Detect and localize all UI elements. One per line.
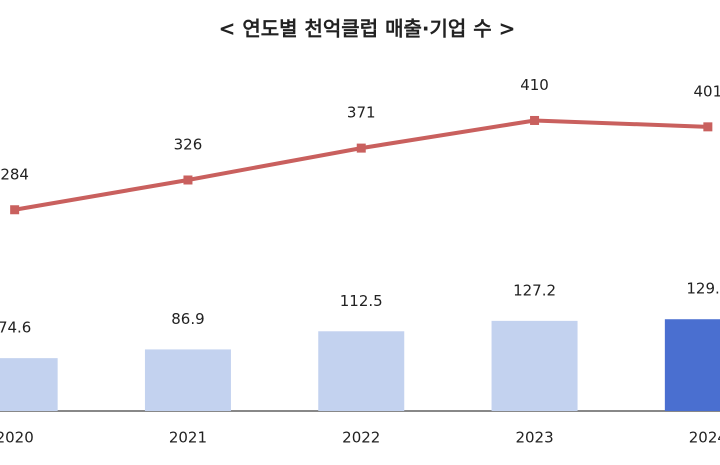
x-tick-label: 2024 [689,429,720,447]
bar [664,319,720,411]
x-tick-label: 2023 [515,429,553,447]
line-value-label: 371 [347,104,376,122]
bar [144,349,231,411]
bar-value-label: 74.6 [0,319,31,337]
line-value-label: 284 [0,165,29,183]
bar-value-label: 127.2 [513,281,556,299]
bar [0,358,58,411]
bar [491,320,578,411]
line [14,118,708,212]
line-value-label: 410 [520,76,549,94]
bar-value-label: 129.5 [686,280,720,298]
bar-value-label: 86.9 [171,310,204,328]
line-marker [10,205,20,215]
x-tick-label: 2022 [342,429,380,447]
line-value-label: 401 [694,82,720,100]
line-value-label: 326 [174,135,203,153]
bar-value-label: 112.5 [340,292,383,310]
line-marker [356,143,366,153]
line-marker [530,115,540,125]
line-marker [703,122,713,132]
chart-title: < 연도별 천억클럽 매출·기업 수 > [219,17,516,41]
x-tick-label: 2020 [0,429,34,447]
bar [318,331,405,411]
x-tick-label: 2021 [169,429,207,447]
line-marker [183,175,193,185]
